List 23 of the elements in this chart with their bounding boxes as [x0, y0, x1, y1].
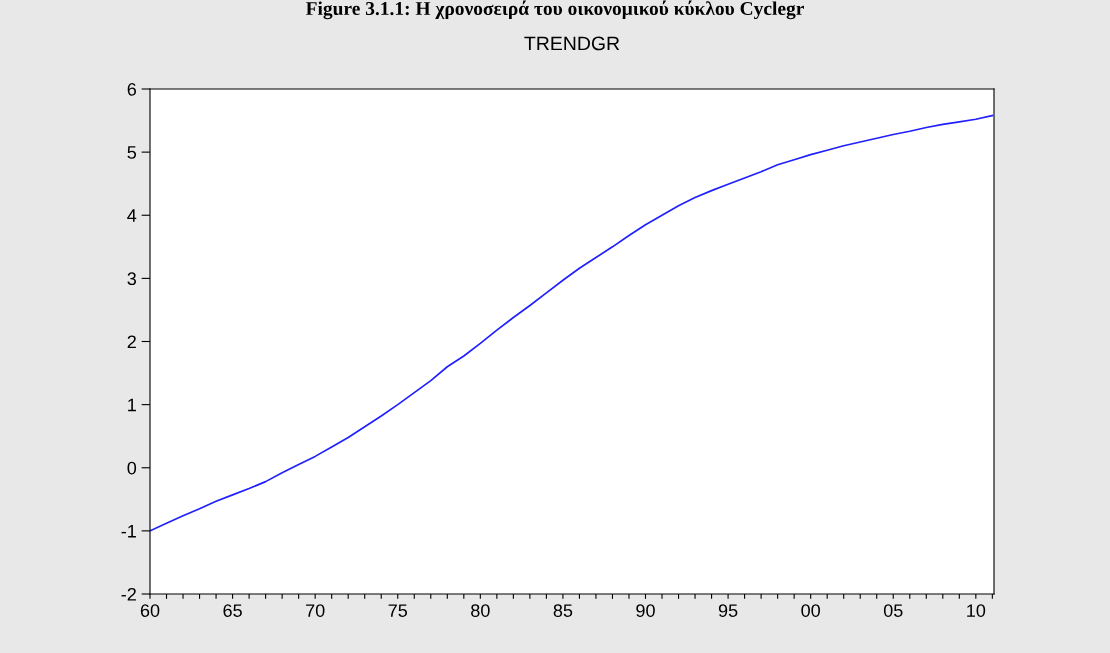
y-tick-label: -1 [121, 525, 136, 538]
y-tick-label: 3 [127, 272, 137, 286]
x-tick-label: 05 [883, 604, 903, 617]
x-tick-label: 10 [967, 604, 986, 617]
x-tick-label: 00 [801, 604, 820, 617]
x-tick-label: 75 [388, 604, 408, 617]
x-tick-label: 95 [718, 604, 738, 617]
x-tick-label: 65 [223, 604, 242, 617]
y-tick-label: 1 [128, 398, 136, 412]
y-tick-label: 0 [127, 461, 137, 475]
y-tick-label: 5 [127, 146, 137, 159]
line-series [150, 114, 994, 532]
x-tick-label: 90 [636, 604, 655, 617]
chart-title: TRENDGR [524, 36, 620, 51]
y-tick-label: -2 [121, 587, 136, 601]
y-tick-label: 2 [127, 335, 136, 349]
x-tick-label: 60 [140, 604, 160, 617]
y-tick-label: 4 [127, 209, 137, 222]
x-tick-label: 70 [306, 604, 325, 617]
x-tick-label: 80 [471, 604, 490, 617]
y-tick-label: 6 [127, 82, 137, 96]
caption: Figure 3.1.1: Η χρονοσειρά του οικονομικού κύκλου Cyclegr [305, 0, 804, 20]
x-tick-label: 85 [553, 604, 573, 617]
